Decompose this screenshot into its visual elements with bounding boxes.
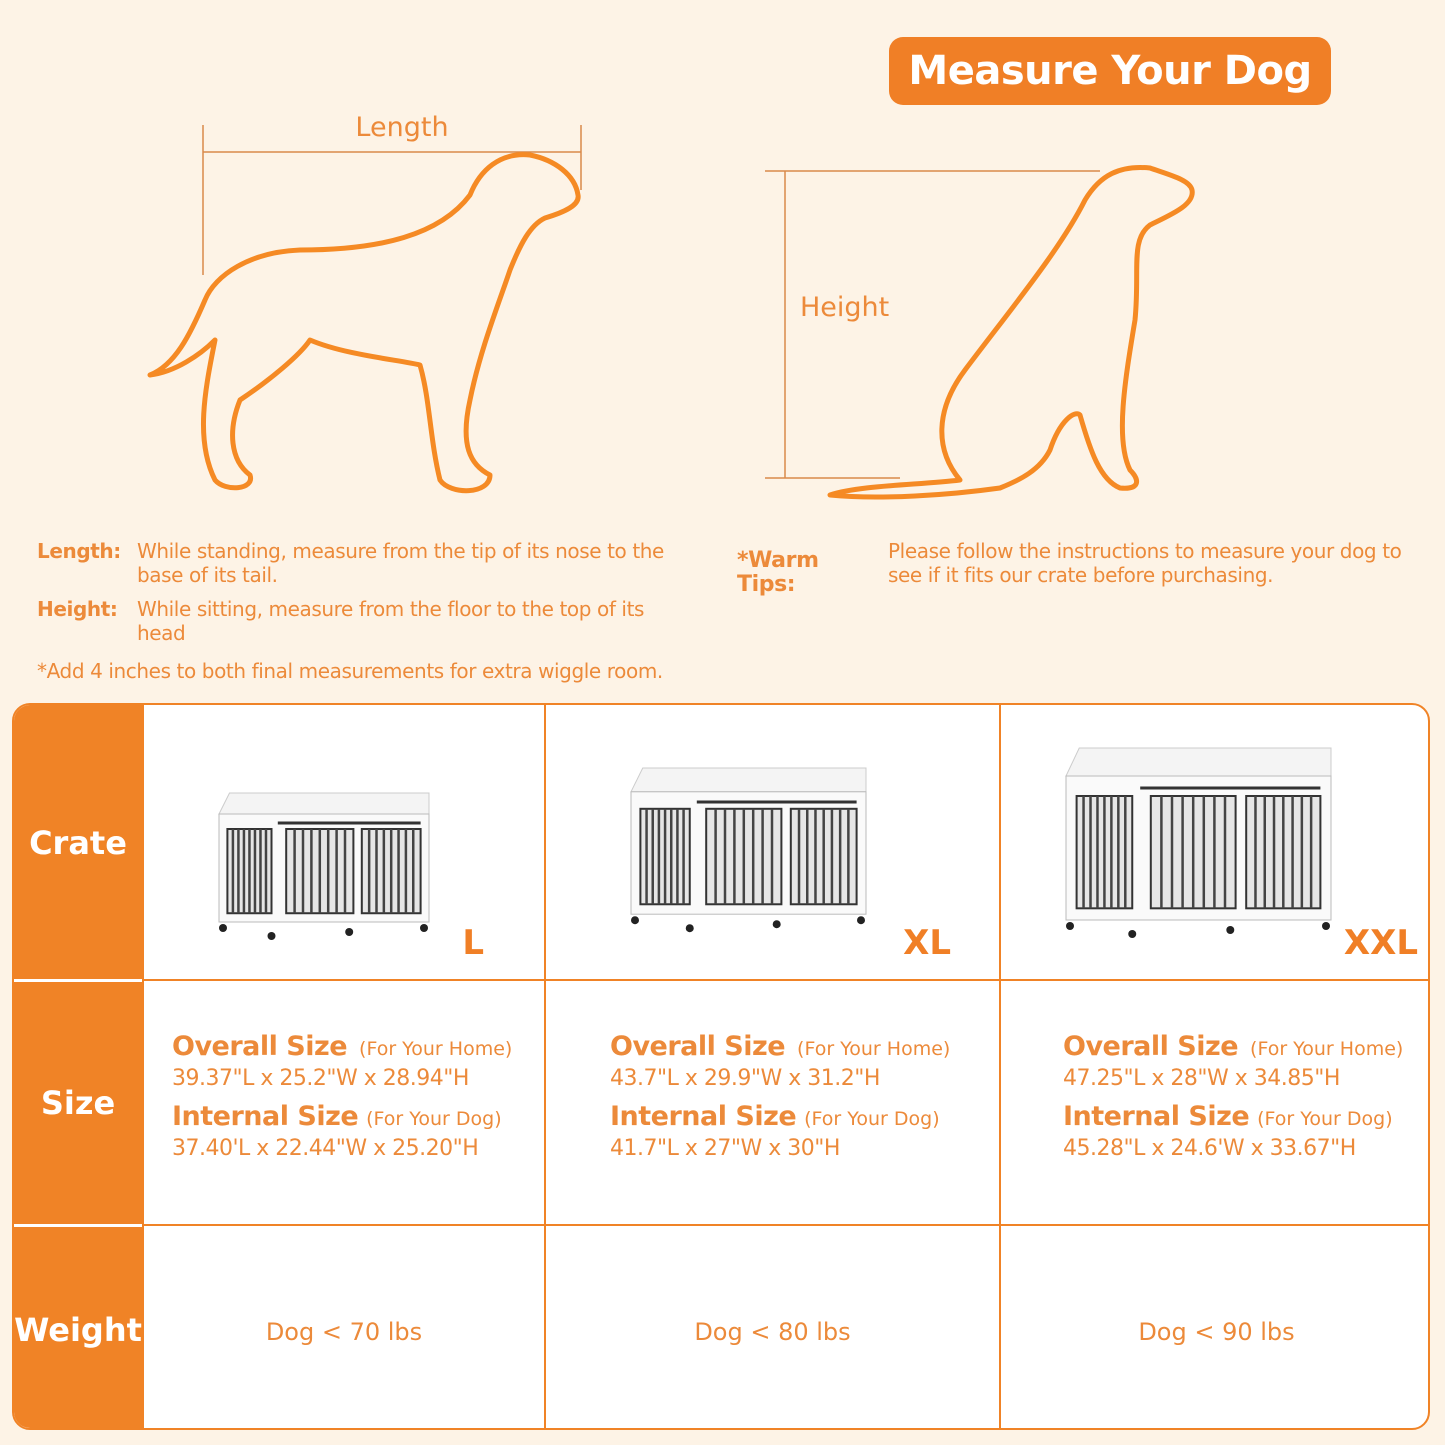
- internal-size-note: (For Your Dog): [1257, 1108, 1393, 1130]
- warm-tips-term: *Warm Tips:: [737, 548, 819, 597]
- weight-cell-xxl: Dog < 90 lbs: [999, 1224, 1428, 1428]
- weight-value: Dog < 90 lbs: [1138, 1318, 1295, 1346]
- standing-dog-outline: [147, 152, 581, 494]
- height-instruction: Height: While sitting, measure from the …: [37, 597, 687, 645]
- internal-size-value: 45.28"L x 24.6'W x 33.67"H: [1063, 1136, 1356, 1161]
- size-table: Crate Size Weight L Overall Size (For You…: [12, 703, 1430, 1430]
- size-tag: XXL: [1343, 923, 1418, 963]
- internal-size-value: 37.40'L x 22.44"W x 25.20"H: [172, 1136, 479, 1161]
- size-cell-xl: Overall Size (For Your Home) 43.7"L x 29.…: [544, 979, 999, 1226]
- crate-cell-xxl: XXL: [999, 705, 1428, 981]
- overall-size-note: (For Your Home): [1250, 1038, 1404, 1060]
- size-tag: L: [462, 923, 484, 963]
- sitting-dog-outline: [827, 164, 1195, 500]
- internal-size-value: 41.7"L x 27"W x 30"H: [610, 1136, 840, 1161]
- weight-value: Dog < 80 lbs: [694, 1318, 851, 1346]
- overall-size-value: 43.7"L x 29.9"W x 31.2"H: [610, 1066, 880, 1091]
- height-term: Height:: [37, 597, 118, 621]
- wiggle-note: *Add 4 inches to both final measurements…: [37, 659, 663, 683]
- weight-value: Dog < 70 lbs: [265, 1318, 423, 1346]
- overall-size-label: Overall Size: [610, 1031, 786, 1062]
- internal-size-note: (For Your Dog): [804, 1108, 940, 1130]
- internal-size-label: Internal Size: [610, 1101, 797, 1132]
- internal-size-label: Internal Size: [1063, 1101, 1250, 1132]
- crate-image: [218, 792, 430, 940]
- length-instruction: Length: While standing, measure from the…: [37, 539, 687, 587]
- crate-cell-l: L: [142, 705, 544, 981]
- size-tag: XL: [903, 923, 951, 963]
- row-header-weight: Weight: [14, 1225, 142, 1428]
- length-label: Length: [355, 112, 448, 143]
- row-header-size: Size: [14, 980, 142, 1225]
- overall-size-note: (For Your Home): [797, 1038, 951, 1060]
- warm-tips-text: Please follow the instructions to measur…: [888, 539, 1402, 587]
- height-text: While sitting, measure from the floor to…: [137, 597, 645, 645]
- overall-size-label: Overall Size: [172, 1031, 348, 1062]
- length-term: Length:: [37, 539, 121, 563]
- row-header-crate: Crate: [14, 705, 142, 980]
- weight-cell-l: Dog < 70 lbs: [142, 1224, 544, 1428]
- crate-image: [1065, 747, 1332, 938]
- length-text: While standing, measure from the tip of …: [137, 539, 664, 587]
- dog-measure-diagram: Length Height: [147, 112, 1195, 500]
- internal-size-note: (For Your Dog): [366, 1108, 502, 1130]
- internal-size-label: Internal Size: [172, 1101, 359, 1132]
- size-cell-xxl: Overall Size (For Your Home) 47.25"L x 28…: [999, 979, 1428, 1226]
- overall-size-note: (For Your Home): [359, 1038, 513, 1060]
- height-label: Height: [800, 292, 889, 323]
- overall-size-value: 47.25"L x 28"W x 34.85"H: [1063, 1066, 1340, 1091]
- crate-image: [630, 767, 867, 933]
- weight-cell-xl: Dog < 80 lbs: [544, 1224, 999, 1428]
- size-cell-l: Overall Size (For Your Home) 39.37"L x 25…: [142, 979, 544, 1226]
- title-banner: Measure Your Dog: [889, 37, 1331, 105]
- overall-size-label: Overall Size: [1063, 1031, 1239, 1062]
- overall-size-value: 39.37"L x 25.2"W x 28.94"H: [172, 1066, 469, 1091]
- crate-cell-xl: XL: [544, 705, 999, 981]
